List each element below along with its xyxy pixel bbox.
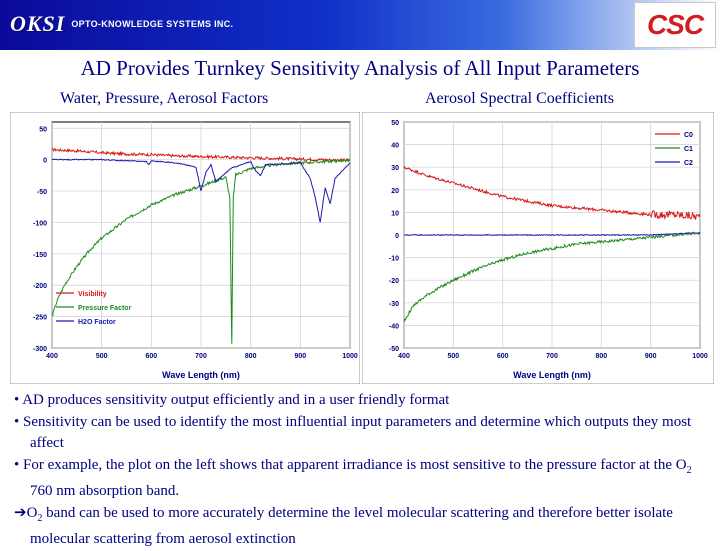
- y-tick-label: -150: [33, 252, 47, 259]
- x-tick-label: 500: [447, 353, 459, 360]
- y-tick-label: -100: [33, 220, 47, 227]
- conclusion-item: ➔O2 band can be used to more accurately …: [14, 503, 714, 551]
- x-tick-label: 400: [398, 353, 410, 360]
- y-tick-label: -50: [37, 189, 47, 196]
- csc-logo-text: CSC: [646, 9, 704, 40]
- left-chart: 50 0 -50 -100 -150 -200 -250 -300 400 500 600 700 80…: [10, 112, 360, 384]
- x-tick-label: 700: [546, 353, 558, 360]
- series-line: [403, 231, 701, 323]
- bullet-text: O: [26, 504, 38, 521]
- y-tick-label: 30: [391, 165, 399, 172]
- x-tick-label: 700: [195, 353, 207, 360]
- oksi-logo-mark: OKSI: [10, 11, 66, 36]
- legend-label: H2O Factor: [78, 319, 116, 326]
- left-chart-caption: Water, Pressure, Aerosol Factors: [60, 90, 269, 107]
- bullet-text: band can be used to more accurately dete…: [30, 504, 673, 548]
- right-chart-caption: Aerosol Spectral Coefficients: [425, 90, 614, 107]
- bullet-text: AD produces sensitivity output efficient…: [22, 392, 450, 408]
- bullet-text: For example, the plot on the left shows …: [23, 456, 687, 473]
- x-tick-label: 800: [595, 353, 607, 360]
- x-tick-label: 800: [245, 353, 257, 360]
- csc-logo: CSC: [634, 2, 716, 48]
- x-axis-label: Wave Length (nm): [513, 370, 591, 380]
- legend-label: C2: [684, 160, 693, 167]
- legend-label: C1: [684, 146, 693, 153]
- series-line: [403, 231, 701, 237]
- right-arrow-icon: ➔: [14, 504, 27, 521]
- page-title: AD Provides Turnkey Sensitivity Analysis…: [80, 56, 640, 80]
- y-tick-label: -40: [389, 323, 399, 330]
- x-tick-label: 600: [497, 353, 509, 360]
- y-tick-label: 10: [391, 210, 399, 217]
- y-tick-label: -10: [389, 256, 399, 263]
- y-tick-label: 0: [43, 158, 47, 165]
- oksi-company-name: OPTO-KNOWLEDGE SYSTEMS INC.: [71, 19, 234, 29]
- subscript: 2: [37, 512, 43, 524]
- x-tick-label: 400: [46, 353, 58, 360]
- x-tick-label: 600: [145, 353, 157, 360]
- bullet-item: • For example, the plot on the left show…: [14, 456, 692, 500]
- x-tick-label: 900: [645, 353, 657, 360]
- header-banner: OKSI OPTO-KNOWLEDGE SYSTEMS INC. CSC: [0, 0, 720, 50]
- right-chart: 50 40 30 20 10 0 -10 -20 -30 -40 -50 400 500 600 700 80…: [362, 112, 714, 384]
- y-tick-label: -250: [33, 315, 47, 322]
- x-tick-label: 500: [96, 353, 108, 360]
- y-tick-label: -30: [389, 301, 399, 308]
- bullet-item: • Sensitivity can be used to identify th…: [14, 413, 692, 452]
- y-tick-label: -300: [33, 346, 47, 353]
- x-axis-label: Wave Length (nm): [162, 370, 240, 380]
- y-tick-label: 50: [391, 120, 399, 127]
- series-line: [403, 165, 701, 221]
- y-tick-label: 50: [39, 126, 47, 133]
- y-tick-label: -20: [389, 278, 399, 285]
- y-tick-label: -200: [33, 283, 47, 290]
- y-tick-label: 40: [391, 143, 399, 150]
- bullet-item: • AD produces sensitivity output efficie…: [14, 392, 450, 408]
- x-tick-label: 1000: [692, 353, 708, 360]
- bullet-text: 760 nm absorption band.: [30, 483, 180, 499]
- y-tick-label: -50: [389, 346, 399, 353]
- oksi-logo: OKSI OPTO-KNOWLEDGE SYSTEMS INC.: [10, 6, 233, 42]
- legend-label: C0: [684, 132, 693, 139]
- series-line: [51, 147, 351, 163]
- y-tick-label: 0: [395, 233, 399, 240]
- subscript: 2: [686, 464, 692, 476]
- legend-label: Pressure Factor: [78, 305, 132, 312]
- series-line: [51, 158, 351, 223]
- bullet-text: Sensitivity can be used to identify the …: [23, 413, 692, 452]
- bullet-list: • AD produces sensitivity output efficie…: [14, 390, 714, 551]
- y-tick-label: 20: [391, 188, 399, 195]
- x-tick-label: 1000: [342, 353, 358, 360]
- legend-label: Visibility: [78, 291, 107, 298]
- x-tick-label: 900: [294, 353, 306, 360]
